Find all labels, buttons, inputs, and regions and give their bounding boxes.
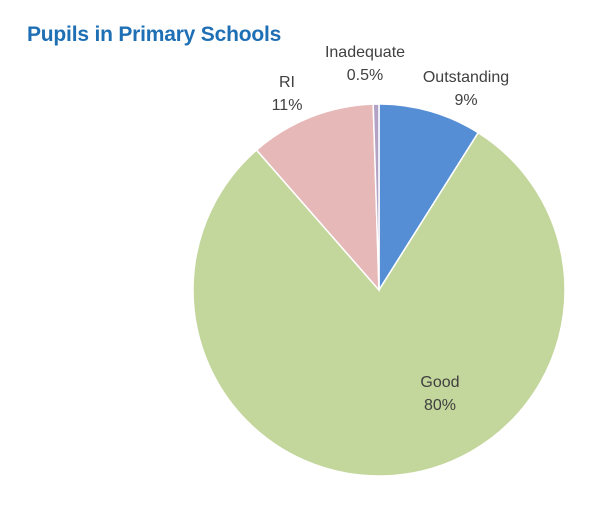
slice-value-good: 80% xyxy=(424,397,456,414)
slice-value-inadequate: 0.5% xyxy=(347,67,383,84)
pie-slices xyxy=(192,103,566,477)
slice-label-outstanding: Outstanding xyxy=(423,69,509,86)
slice-label-inadequate: Inadequate xyxy=(325,44,405,61)
slice-label-good: Good xyxy=(420,374,459,391)
slice-value-ri: 11% xyxy=(272,97,303,114)
pie-slice-good xyxy=(192,131,566,477)
pie-labels: Outstanding 9% Good 80% RI 11% Inadequate 0.5% xyxy=(272,44,510,414)
pie-slice-ri xyxy=(255,103,380,293)
slice-value-outstanding: 9% xyxy=(454,92,477,109)
slice-label-ri: RI xyxy=(279,74,295,91)
chart-title: Pupils in Primary Schools xyxy=(27,23,282,46)
pie-slice-outstanding xyxy=(378,103,480,293)
pie-slice-inadequate xyxy=(372,103,380,291)
